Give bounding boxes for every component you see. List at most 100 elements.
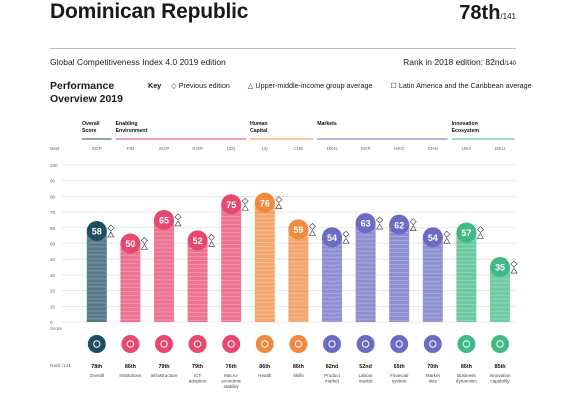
best-performer-label: KOR	[192, 146, 203, 152]
device-icon	[188, 335, 207, 353]
previous-edition-marker	[342, 230, 350, 238]
skills-icon	[289, 335, 308, 353]
category-label: ICT	[194, 373, 202, 378]
heart-icon	[255, 335, 274, 353]
category-label: Business	[457, 373, 476, 378]
value-circle	[187, 230, 208, 251]
rank-value: 86th	[293, 364, 304, 370]
value-label: 57	[461, 228, 471, 238]
group-average-marker	[107, 231, 115, 238]
rank-label: Rank /141	[50, 363, 71, 368]
group-average-marker	[510, 267, 518, 274]
icon-glyph	[93, 340, 101, 348]
category-label: Infrastructure	[150, 373, 178, 378]
icon-glyph	[227, 340, 235, 348]
category-label: Innovation	[489, 373, 511, 378]
score-label: Score	[50, 326, 62, 331]
category-label: Skills	[293, 373, 304, 378]
value-circle	[120, 233, 141, 254]
icon-glyph	[462, 340, 471, 348]
previous-edition-marker	[174, 213, 182, 221]
value-circle	[322, 227, 342, 248]
group-header: Environment	[116, 128, 148, 134]
category-label: Labour	[358, 373, 373, 378]
value-label: 59	[293, 225, 303, 235]
product-icon	[323, 335, 341, 353]
previous-edition-marker	[208, 233, 216, 241]
y-tick-label: 10	[50, 304, 56, 309]
target-icon	[87, 335, 106, 353]
overall-rank: 78th/141	[459, 2, 516, 25]
category-label: Overall	[90, 373, 105, 378]
road-icon	[155, 335, 173, 353]
y-tick-label: 60	[50, 226, 56, 231]
icon-glyph	[429, 340, 437, 348]
best-performer-label: DEU	[495, 146, 506, 152]
icon-glyph	[160, 340, 168, 348]
bar	[288, 229, 309, 322]
rank-value: 70th	[427, 364, 438, 370]
category-label: Financial	[390, 373, 408, 378]
group-header: Ecosystem	[452, 128, 480, 134]
best-performer-label: CHN	[428, 146, 439, 152]
best-performer-label: (33)	[227, 146, 236, 152]
overall-rank-value: 78th	[459, 2, 501, 24]
best-performer-label: FIN	[127, 146, 135, 152]
best-performer-label: SGP	[361, 146, 371, 152]
icon-glyph	[294, 340, 303, 348]
previous-edition-marker	[241, 197, 249, 205]
performance-title-line2: Overview 2019	[50, 93, 123, 105]
previous-edition-marker	[275, 196, 283, 204]
y-tick-label: 0	[50, 320, 53, 325]
group-average-marker	[443, 237, 451, 244]
rank-value: 79th	[158, 364, 169, 370]
value-label: 35	[495, 263, 505, 273]
category-label: Market	[426, 373, 441, 378]
rank-2018: Rank in 2018 edition: 82nd/140	[403, 57, 516, 67]
y-tick-label: 40	[50, 257, 56, 262]
rank-value: 85th	[494, 364, 505, 370]
category-label: Macro-	[224, 373, 239, 378]
bar	[254, 202, 275, 322]
group-average-marker	[275, 203, 283, 209]
value-label: 76	[260, 198, 270, 208]
rank-2018-text: Rank in 2018 edition: 82nd	[403, 57, 505, 67]
bar	[389, 224, 410, 322]
y-tick-label: 100	[50, 163, 58, 168]
category-label: size	[429, 379, 438, 384]
group-average-marker	[140, 243, 148, 250]
best-label: Best	[50, 146, 60, 151]
rank-value: 76th	[226, 364, 237, 370]
rank-value: 52nd	[359, 364, 372, 370]
y-tick-label: 90	[50, 179, 56, 184]
value-circle	[456, 222, 477, 243]
category-label: adoption	[189, 379, 207, 384]
legend: Key ◇ Previous edition △ Upper-middle-in…	[148, 81, 548, 90]
rank-value: 86th	[259, 364, 270, 370]
y-tick-label: 50	[50, 242, 56, 247]
value-circle	[254, 192, 275, 213]
best-performer-label: HKG	[327, 146, 338, 152]
category-label: market	[325, 379, 340, 384]
value-label: 54	[428, 233, 438, 243]
legend-group-item: △ Upper-middle-income group average	[247, 81, 373, 90]
previous-edition-marker	[308, 222, 316, 230]
group-average-marker	[409, 225, 417, 231]
y-tick-label: 20	[50, 289, 56, 294]
previous-edition-marker	[510, 260, 518, 268]
best-performer-label: USA	[461, 146, 472, 152]
y-tick-label: 30	[50, 273, 56, 278]
value-label: 63	[361, 219, 371, 229]
category-label: market	[359, 379, 374, 384]
bar	[322, 237, 342, 322]
value-label: 58	[92, 227, 102, 237]
value-label: 65	[159, 216, 169, 226]
icon-glyph	[193, 340, 202, 348]
previous-edition-marker	[107, 224, 115, 232]
bar	[120, 243, 141, 322]
bar	[154, 219, 174, 322]
value-label: 75	[226, 200, 236, 210]
rank-value: 86th	[461, 364, 472, 370]
group-average-marker	[376, 223, 384, 230]
